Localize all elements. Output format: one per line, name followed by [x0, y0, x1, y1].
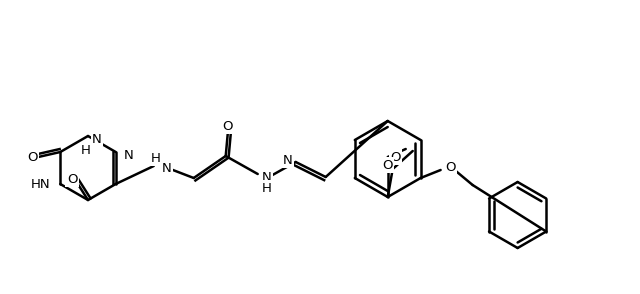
Text: H: H [151, 151, 161, 165]
Text: O: O [383, 158, 393, 171]
Text: N: N [262, 171, 271, 183]
Text: O: O [223, 119, 233, 133]
Text: O: O [27, 151, 38, 163]
Text: N: N [162, 161, 172, 175]
Text: O: O [67, 173, 77, 186]
Text: N: N [283, 153, 292, 166]
Text: O: O [445, 161, 456, 173]
Text: H: H [262, 181, 271, 195]
Text: N: N [92, 133, 102, 146]
Text: HN: HN [31, 178, 51, 191]
Text: N: N [124, 148, 134, 161]
Text: H: H [81, 143, 91, 156]
Text: O: O [390, 151, 401, 163]
